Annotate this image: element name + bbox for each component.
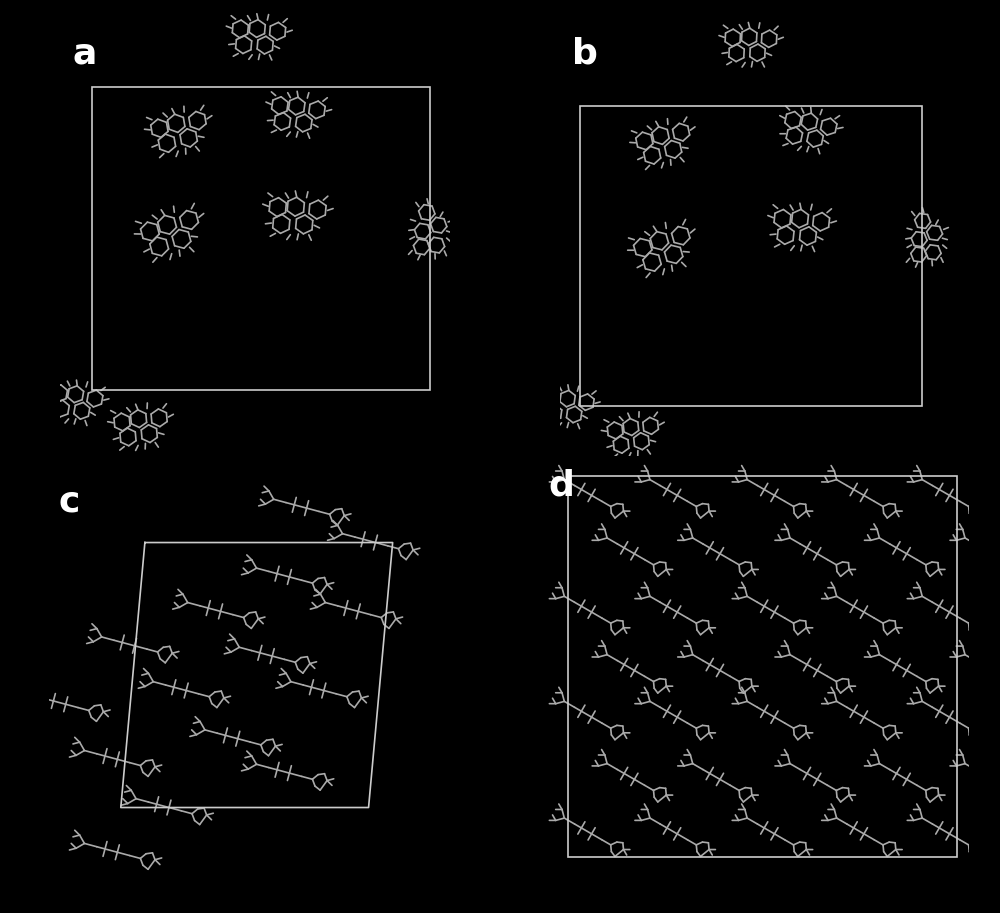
Text: d: d <box>549 468 575 502</box>
Text: a: a <box>72 37 97 70</box>
Text: c: c <box>59 484 80 518</box>
Bar <box>580 107 922 406</box>
Bar <box>92 87 430 391</box>
Text: b: b <box>572 37 598 70</box>
Bar <box>568 476 957 857</box>
